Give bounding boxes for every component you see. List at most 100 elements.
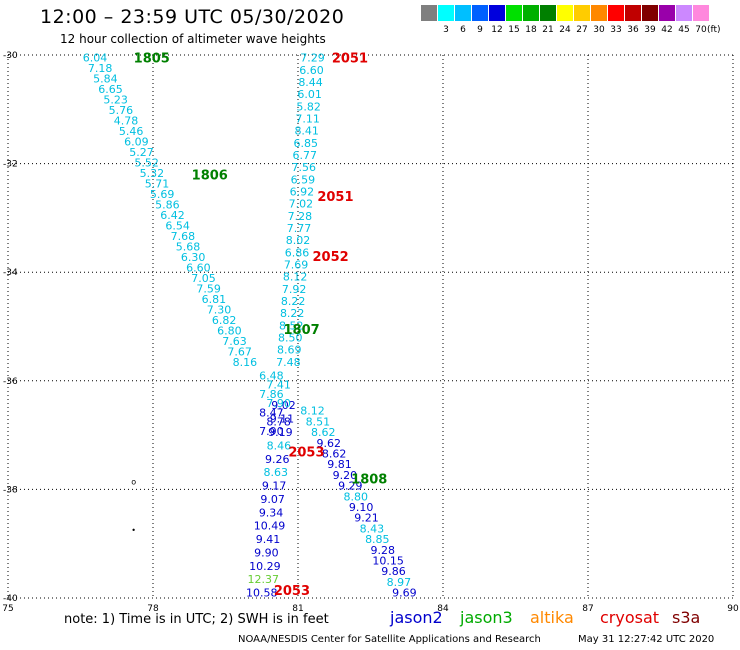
- track-2053-value: 10.49: [254, 520, 286, 533]
- colorbar-swatch: [506, 5, 522, 21]
- track-1805-value: 6.09: [124, 136, 149, 149]
- track-1808-value: 8.43: [360, 522, 385, 535]
- colorbar-swatch: [659, 5, 675, 21]
- crossing-value: 6.48: [259, 369, 284, 382]
- track-2053-value: 10.29: [249, 560, 281, 573]
- track-1805-value: 6.60: [186, 261, 211, 274]
- latitude-label: -32: [3, 160, 18, 170]
- track-2053-value: 10.58: [246, 587, 278, 600]
- track-2051-value: 6.85: [293, 137, 318, 150]
- track-2053-value: 9.90: [254, 546, 279, 559]
- colorbar-swatch: [438, 5, 454, 21]
- track-2051-value: 7.56: [292, 161, 317, 174]
- track-1808-value: 9.69: [392, 587, 417, 600]
- colorbar-tick-label: 18: [525, 25, 537, 35]
- track-1808-value: 8.85: [365, 533, 390, 546]
- pass-time-label: 2053: [274, 584, 310, 599]
- map-marker: •: [131, 526, 136, 535]
- colorbar-tick-label: 36: [627, 25, 639, 35]
- latitude-label: -38: [3, 485, 18, 495]
- track-2051-value: 7.92: [282, 283, 307, 296]
- track-1805-value: 7.63: [222, 335, 247, 348]
- colorbar-tick-label: 24: [559, 25, 571, 35]
- track-2051-value: 8.69: [277, 344, 302, 357]
- pass-time-label: 1805: [134, 52, 170, 67]
- track-2053-value: 9.17: [262, 480, 287, 493]
- track-1805-value: 5.32: [140, 167, 165, 180]
- page-title: 12:00 – 23:59 UTC 05/30/2020: [40, 6, 345, 28]
- track-1808-value: 8.97: [387, 576, 412, 589]
- track-1808-value: 8.62: [322, 447, 347, 460]
- track-2053-value: 8.63: [263, 466, 288, 479]
- track-1805-value: 7.68: [171, 230, 196, 243]
- colorbar-swatch: [574, 5, 590, 21]
- track-1808-value: 9.21: [354, 512, 379, 525]
- colorbar-tick-label: 9: [477, 25, 483, 35]
- track-1805-value: 6.54: [165, 219, 190, 232]
- track-1805-value: 5.86: [155, 199, 180, 212]
- legend-cryosat: cryosat: [600, 608, 660, 627]
- longitude-label: 75: [2, 604, 13, 614]
- track-1805-value: 6.30: [181, 251, 206, 264]
- crossing-value: 7.90: [259, 425, 284, 438]
- crossing-value: 7.41: [266, 379, 291, 392]
- legend-jason2: jason2: [390, 608, 443, 627]
- colorbar-tick-label: 12: [491, 25, 503, 35]
- track-1808-value: 9.20: [333, 469, 358, 482]
- colorbar-tick-label: 30: [593, 25, 605, 35]
- credit-text: NOAA/NESDIS Center for Satellite Applica…: [238, 634, 541, 645]
- track-2053-value: 12.37: [248, 573, 280, 586]
- longitude-label: 87: [582, 604, 593, 614]
- track-1805-value: 5.76: [109, 104, 134, 117]
- latitude-label: -30: [3, 51, 18, 61]
- track-1805-value: 5.69: [150, 188, 175, 201]
- track-1805-value: 7.05: [191, 272, 216, 285]
- track-1808-value: 8.62: [311, 426, 336, 439]
- track-1805-value: 6.82: [212, 314, 237, 327]
- track-2051-value: 6.59: [291, 173, 316, 186]
- legend-s3a: s3a: [672, 608, 701, 627]
- colorbar-tick-label: 3: [443, 25, 449, 35]
- track-1808-value: 9.86: [381, 565, 406, 578]
- longitude-label: 84: [437, 604, 449, 614]
- track-1805-value: 7.18: [88, 62, 113, 75]
- legend-jason3: jason3: [460, 608, 513, 627]
- pass-time-label: 1806: [192, 168, 228, 183]
- colorbar-tick-label: 42: [661, 25, 673, 35]
- colorbar-swatch: [557, 5, 573, 21]
- colorbar-tick-label: 39: [644, 25, 656, 35]
- track-1805-value: 6.81: [202, 293, 227, 306]
- track-2051-value: 6.86: [285, 246, 310, 259]
- crossing-value: 7.86: [259, 388, 284, 401]
- track-1808-value: 8.80: [343, 490, 368, 503]
- crossing-value: 8.47: [259, 406, 284, 419]
- colorbar-swatch: [676, 5, 692, 21]
- track-2053-value: 9.41: [256, 533, 281, 546]
- colorbar-tick-label: 45: [678, 25, 690, 35]
- track-1805-value: 5.52: [134, 157, 159, 170]
- track-2053-value: 9.02: [271, 399, 296, 412]
- colorbar-swatch: [642, 5, 658, 21]
- track-2051-value: 8.22: [280, 307, 305, 320]
- track-2053-value: 9.11: [270, 413, 295, 426]
- colorbar-tick-label: 21: [542, 25, 554, 35]
- colorbar-unit: (ft): [707, 25, 721, 35]
- colorbar-swatch: [489, 5, 505, 21]
- track-1808-value: 8.12: [300, 405, 325, 418]
- track-2051-value: 7.28: [288, 210, 313, 223]
- pass-time-label: 1808: [351, 473, 387, 488]
- track-2051-value: 7.69: [284, 258, 309, 271]
- track-2051-value: 8.52: [279, 319, 304, 332]
- pass-time-label: 2052: [313, 250, 349, 265]
- colorbar-tick-label: 33: [610, 25, 622, 35]
- track-2051-value: 7.11: [295, 113, 320, 126]
- colorbar-swatch: [591, 5, 607, 21]
- track-1805-value: 7.59: [196, 282, 221, 295]
- track-2053-value: 9.07: [260, 493, 285, 506]
- track-2051-value: 7.02: [289, 198, 314, 211]
- footer-note: note: 1) Time is in UTC; 2) SWH is in fe…: [64, 612, 329, 627]
- colorbar-swatch: [693, 5, 709, 21]
- latitude-label: -34: [3, 268, 18, 278]
- track-1805-value: 6.42: [160, 209, 185, 222]
